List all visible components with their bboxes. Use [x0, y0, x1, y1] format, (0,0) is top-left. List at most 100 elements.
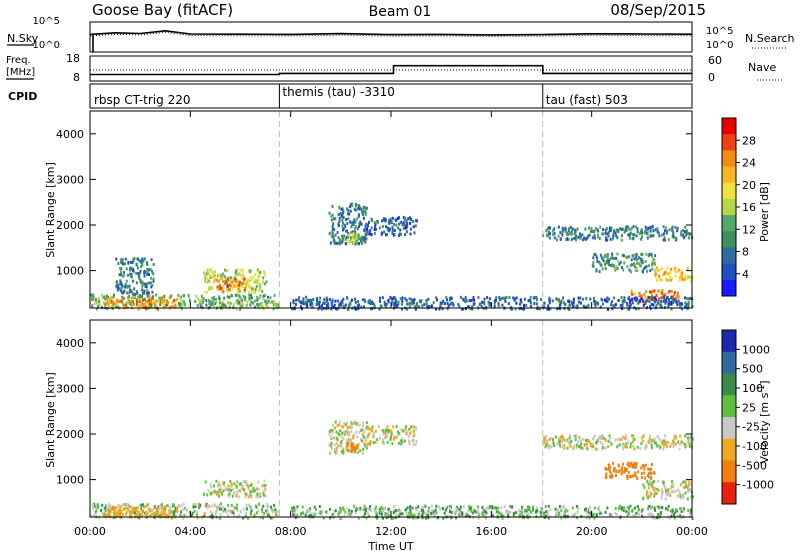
power-cell	[669, 278, 672, 282]
power-cell	[214, 302, 217, 306]
velocity-cell	[657, 512, 660, 516]
power-cell	[402, 226, 405, 230]
velocity-cell	[576, 440, 579, 444]
velocity-cell	[629, 504, 632, 508]
power-cell	[336, 231, 339, 234]
power-cell	[520, 300, 523, 304]
power-cell	[355, 204, 358, 208]
velocity-cell	[357, 516, 360, 520]
power-cell	[331, 204, 334, 208]
power-cell	[634, 265, 636, 268]
power-cell	[337, 236, 340, 240]
power-cell	[572, 301, 575, 304]
velocity-cell	[670, 442, 673, 446]
power-cell	[680, 230, 683, 233]
power-cell	[122, 271, 125, 274]
cpid-label: CPID	[8, 90, 37, 103]
cpid-segment-3: tau (fast) 503	[546, 93, 628, 107]
velocity-cell	[622, 435, 625, 439]
power-cell	[412, 225, 415, 229]
power-cell	[175, 298, 178, 302]
velocity-cell	[151, 512, 153, 516]
power-cell	[575, 236, 578, 240]
y-tick-label: 2000	[56, 428, 84, 441]
velocity-cell	[387, 510, 390, 514]
power-cell	[247, 285, 250, 289]
power-cell	[252, 301, 255, 305]
velocity-cell	[320, 512, 323, 516]
power-cell	[323, 301, 326, 305]
velocity-cell	[368, 432, 371, 436]
power-cell	[237, 302, 240, 306]
power-cell	[390, 302, 393, 306]
cpid-panel: CPID rbsp CT-trig 220 themis (tau) -3310…	[8, 83, 693, 109]
noise-right-label: N.Search	[745, 32, 795, 45]
velocity-cell	[361, 428, 364, 432]
velocity-cell	[442, 507, 444, 511]
velocity-cell	[628, 464, 631, 468]
power-cell	[341, 218, 344, 222]
power-cell	[233, 276, 236, 280]
velocity-cell	[521, 511, 523, 515]
power-cell	[529, 301, 532, 305]
velocity-cell	[578, 435, 581, 439]
power-cell	[346, 297, 349, 301]
velocity-cell	[625, 436, 628, 440]
velocity-cell	[260, 484, 263, 488]
power-cell	[338, 217, 341, 220]
power-cell	[579, 232, 581, 236]
velocity-cell	[634, 466, 637, 469]
velocity-cell	[497, 506, 500, 510]
power-cell	[610, 300, 613, 304]
power-cell	[553, 236, 556, 240]
velocity-cell	[375, 505, 378, 509]
power-cell	[618, 262, 621, 266]
power-cell	[595, 301, 598, 305]
velocity-cell	[561, 440, 564, 444]
velocity-cell	[640, 442, 643, 446]
power-cell	[238, 283, 241, 287]
velocity-cell	[249, 490, 251, 494]
velocity-cell	[610, 442, 613, 446]
velocity-cell	[349, 512, 352, 516]
power-cell	[335, 241, 338, 245]
power-cell	[154, 304, 157, 308]
power-cell	[329, 298, 331, 302]
power-cell	[214, 297, 217, 301]
power-cell	[505, 296, 508, 299]
power-cell	[357, 234, 360, 238]
power-cell	[214, 270, 217, 274]
power-cell	[362, 236, 365, 239]
power-cell	[471, 305, 474, 309]
power-cell	[149, 302, 152, 306]
power-cell	[256, 298, 259, 302]
velocity-cell	[566, 446, 569, 450]
velocity-cell	[343, 421, 346, 425]
velocity-cell	[427, 509, 430, 513]
power-cell	[662, 273, 665, 277]
velocity-cell	[439, 507, 442, 510]
power-cell	[641, 231, 644, 235]
power-cell	[568, 307, 571, 311]
power-cell	[529, 299, 532, 302]
power-cell	[265, 280, 268, 284]
velocity-cell	[331, 431, 334, 435]
power-cell	[295, 298, 298, 302]
velocity-cell	[665, 445, 668, 449]
velocity-cell	[227, 488, 230, 492]
velocity-cell	[90, 514, 93, 518]
power-cell	[292, 299, 295, 303]
velocity-cell	[134, 510, 137, 514]
colorbar-tick-label: 8	[742, 246, 749, 259]
power-cell	[332, 305, 335, 309]
power-cell	[640, 297, 643, 301]
velocity-cell	[215, 508, 218, 512]
velocity-cell	[206, 504, 209, 508]
power-cell	[621, 299, 624, 303]
power-cell	[396, 217, 399, 221]
power-cell	[326, 298, 329, 302]
power-cell	[137, 274, 140, 278]
power-cell	[630, 263, 633, 267]
velocity-cell	[204, 504, 207, 508]
power-cell	[337, 213, 340, 217]
